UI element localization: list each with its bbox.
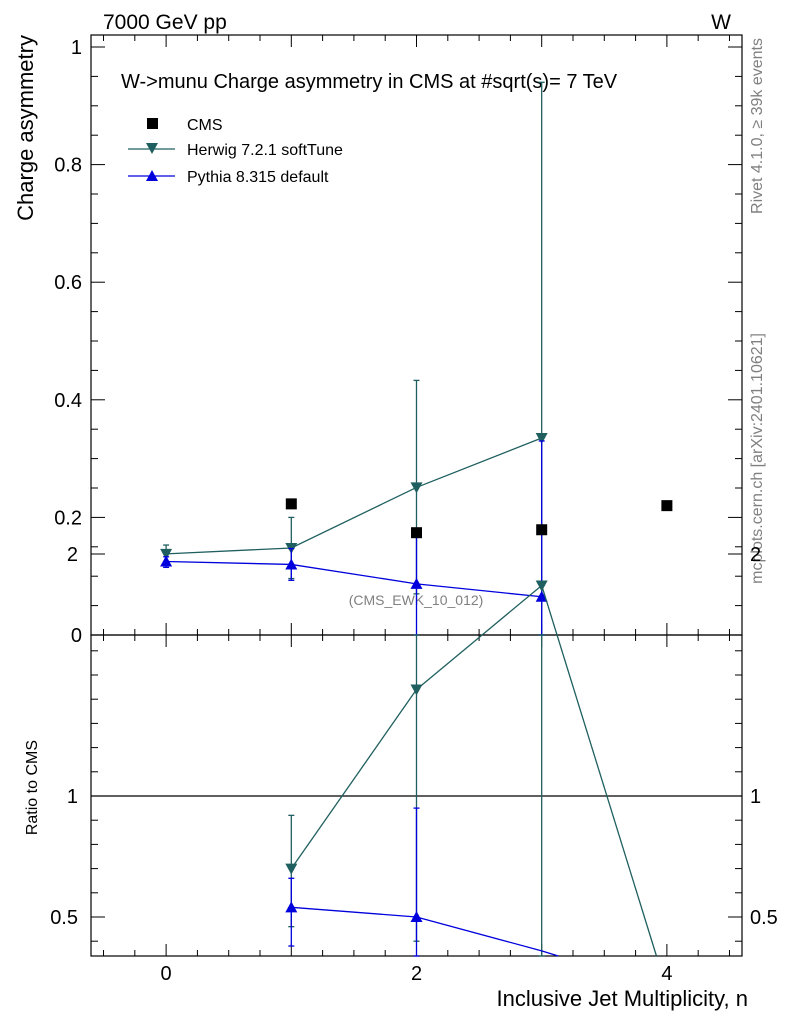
cms-point: [285, 498, 297, 510]
header-process-label: W: [711, 11, 731, 34]
main-series: [160, 81, 673, 636]
herwig-ratio-line: [541, 585, 658, 957]
pythia-point: [160, 555, 173, 567]
ratio-y-axis-title: Ratio to CMS: [24, 740, 41, 835]
legend-pythia-marker: [146, 170, 158, 181]
pythia-point: [535, 590, 548, 602]
main-y-tick-label: 0: [71, 625, 82, 647]
ratio-y-tick-label-left: 1: [67, 786, 78, 808]
herwig-ratio-point: [535, 580, 548, 592]
x-tick-label: 2: [411, 963, 422, 985]
pythia-line: [166, 560, 542, 598]
ratio-y-tick-label-right: 2: [750, 544, 761, 566]
main-axes: 0 0.2 0.4 0.6 0.8 1: [54, 35, 742, 647]
ratio-y-tick-label-right: 1: [750, 786, 761, 808]
pythia-ratio-line: [416, 916, 542, 952]
pythia-ratio-line: [541, 950, 559, 957]
x-tick-label: 4: [661, 963, 672, 985]
mcplots-label: mcplots.cern.ch [arXiv:2401.10621]: [749, 333, 766, 584]
x-axis-title: Inclusive Jet Multiplicity, n: [497, 986, 748, 1011]
herwig-point: [410, 482, 423, 494]
ratio-y-tick-label-right: 0.5: [750, 907, 778, 929]
ratio-y-tick-label-left: 2: [67, 544, 78, 566]
herwig-line: [166, 437, 542, 555]
legend-pythia-label: Pythia 8.315 default: [187, 169, 329, 186]
herwig-point: [160, 548, 173, 560]
main-y-tick-label: 0.8: [54, 155, 82, 177]
header-energy-label: 7000 GeV pp: [103, 11, 227, 34]
legend-cms-label: CMS: [187, 117, 223, 134]
main-y-tick-label: 0.2: [54, 507, 82, 529]
herwig-ratio-point: [410, 684, 423, 696]
legend-herwig-label: Herwig 7.2.1 softTune: [187, 142, 343, 159]
herwig-ratio-line: [416, 584, 543, 691]
main-y-tick-label: 1: [71, 37, 82, 59]
cms-point: [536, 524, 548, 536]
pythia-ratio-point: [410, 911, 423, 922]
ratio-series: [285, 580, 658, 957]
x-tick-label: 0: [161, 963, 172, 985]
legend-cms-marker: [147, 118, 158, 129]
cms-point: [661, 500, 673, 512]
cms-point: [411, 527, 422, 539]
main-y-tick-label: 0.6: [54, 272, 82, 294]
pythia-ratio-line: [291, 906, 417, 918]
herwig-point: [535, 433, 548, 445]
legend-herwig-marker: [146, 143, 158, 154]
rivet-version-label: Rivet 4.1.0, ≥ 39k events: [749, 38, 766, 214]
pythia-ratio-point: [285, 901, 298, 913]
plot-title: W->munu Charge asymmetry in CMS at #sqrt…: [121, 71, 618, 93]
pythia-point: [285, 558, 298, 570]
main-y-axis-title: Charge asymmetry: [13, 35, 38, 221]
herwig-ratio-line: [290, 689, 418, 869]
herwig-ratio-point: [285, 863, 298, 875]
ratio-y-tick-label-left: 0.5: [50, 907, 78, 929]
legend: CMS Herwig 7.2.1 softTune Pythia 8.315 d…: [128, 117, 343, 186]
main-y-tick-label: 0.4: [54, 390, 82, 412]
pythia-point: [410, 577, 423, 589]
